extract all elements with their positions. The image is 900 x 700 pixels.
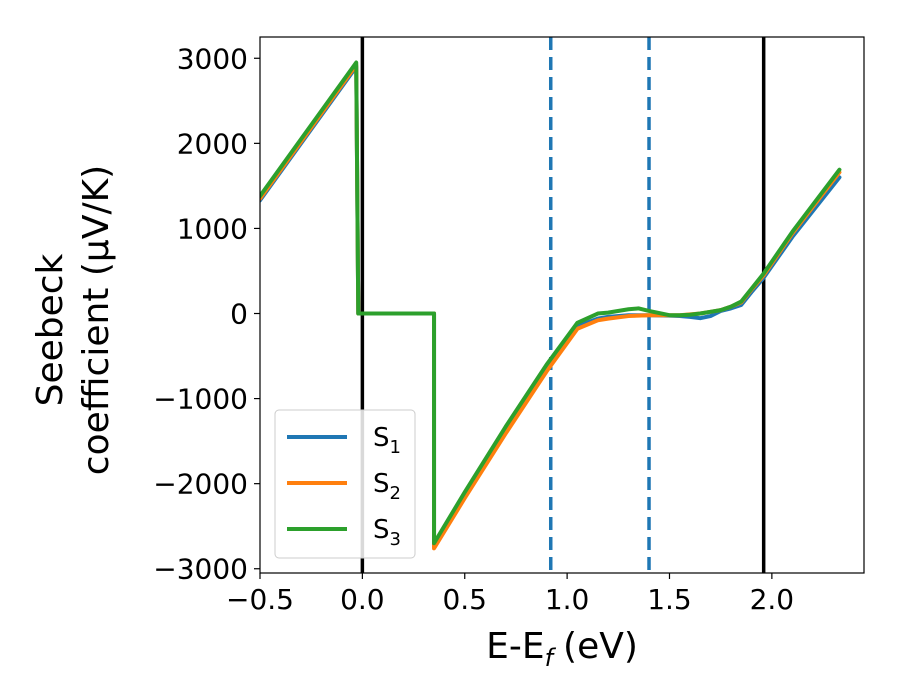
- x-axis-ticks: −0.5 0.0 0.5 1.0 1.5 2.0: [226, 573, 794, 616]
- y-tick-label: −1000: [153, 383, 248, 416]
- x-tick-label: −0.5: [226, 583, 294, 616]
- series-line-S3: [260, 60, 842, 546]
- x-axis-title-unit: (eV): [563, 626, 638, 667]
- y-tick-label: 2000: [177, 127, 248, 160]
- x-tick-label: 0.5: [442, 583, 487, 616]
- legend-items: S1 S2 S3: [287, 423, 401, 550]
- x-tick-label: 2.0: [750, 583, 795, 616]
- x-axis-title: E-Ef (eV): [486, 626, 638, 672]
- y-tick-label: 1000: [177, 212, 248, 245]
- legend-label: S2: [373, 469, 401, 504]
- x-axis-title-sub: f: [545, 644, 557, 672]
- y-axis-title: Seebeck coefficient (μV/K): [30, 165, 117, 475]
- y-axis-ticks: −3000 −2000 −1000 0 1000 2000 3000: [153, 42, 260, 586]
- y-tick-label: −3000: [153, 553, 248, 586]
- y-tick-label: −2000: [153, 468, 248, 501]
- plot-frame: [259, 36, 865, 574]
- y-axis-title-line2: coefficient (μV/K): [76, 165, 117, 475]
- y-tick-label: 3000: [177, 42, 248, 75]
- y-axis-title-line1: Seebeck: [30, 253, 71, 406]
- series-lines: [260, 60, 842, 551]
- x-tick-label: 1.5: [647, 583, 692, 616]
- legend: S1 S2 S3: [274, 409, 416, 559]
- legend-label: S3: [373, 515, 401, 550]
- x-tick-label: 1.0: [545, 583, 590, 616]
- x-tick-label: 0.0: [340, 583, 385, 616]
- y-tick-label: 0: [230, 298, 248, 331]
- vertical-reference-lines: [360, 37, 766, 573]
- x-axis-title-main: E-E: [486, 626, 544, 667]
- legend-label: S1: [373, 423, 401, 458]
